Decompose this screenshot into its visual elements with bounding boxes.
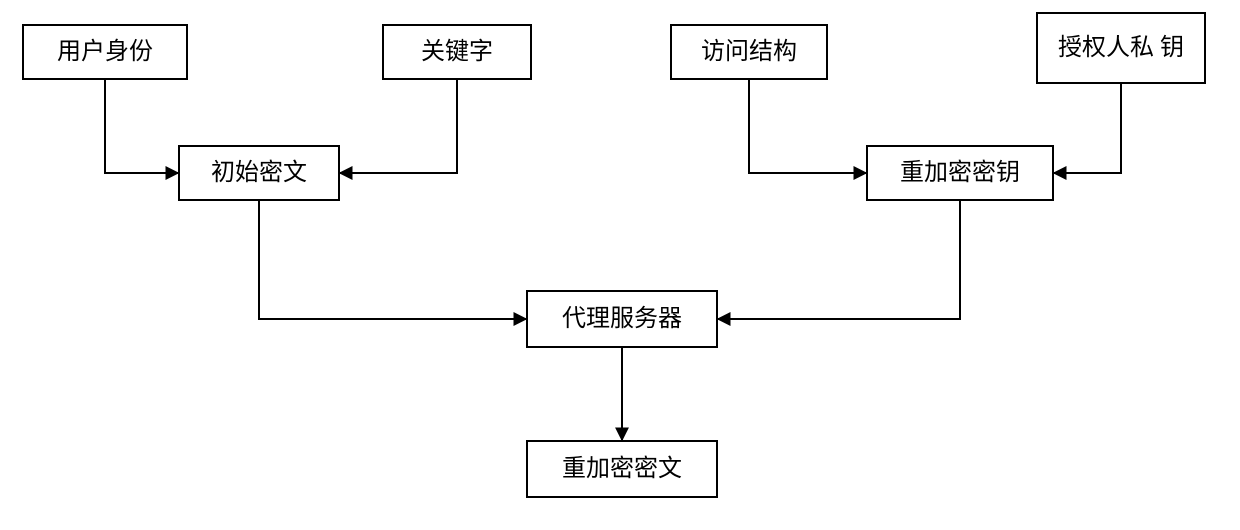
edge-keyword-to-initial_cipher: [340, 80, 457, 173]
node-user-identity: 用户身份: [22, 24, 188, 80]
edge-user_identity-to-initial_cipher: [105, 80, 178, 173]
node-proxy-server: 代理服务器: [526, 290, 718, 348]
node-keyword: 关键字: [382, 24, 532, 80]
node-rekey: 重加密密钥: [866, 145, 1054, 201]
edge-initial_cipher-to-proxy_server: [259, 201, 526, 319]
edge-access_structure-to-rekey: [749, 80, 866, 173]
node-access-structure: 访问结构: [670, 24, 828, 80]
node-re-cipher: 重加密密文: [526, 440, 718, 498]
node-initial-cipher: 初始密文: [178, 145, 340, 201]
edge-rekey-to-proxy_server: [718, 201, 960, 319]
edge-auth_private_key-to-rekey: [1054, 84, 1121, 173]
node-auth-private-key: 授权人私 钥: [1036, 12, 1206, 84]
